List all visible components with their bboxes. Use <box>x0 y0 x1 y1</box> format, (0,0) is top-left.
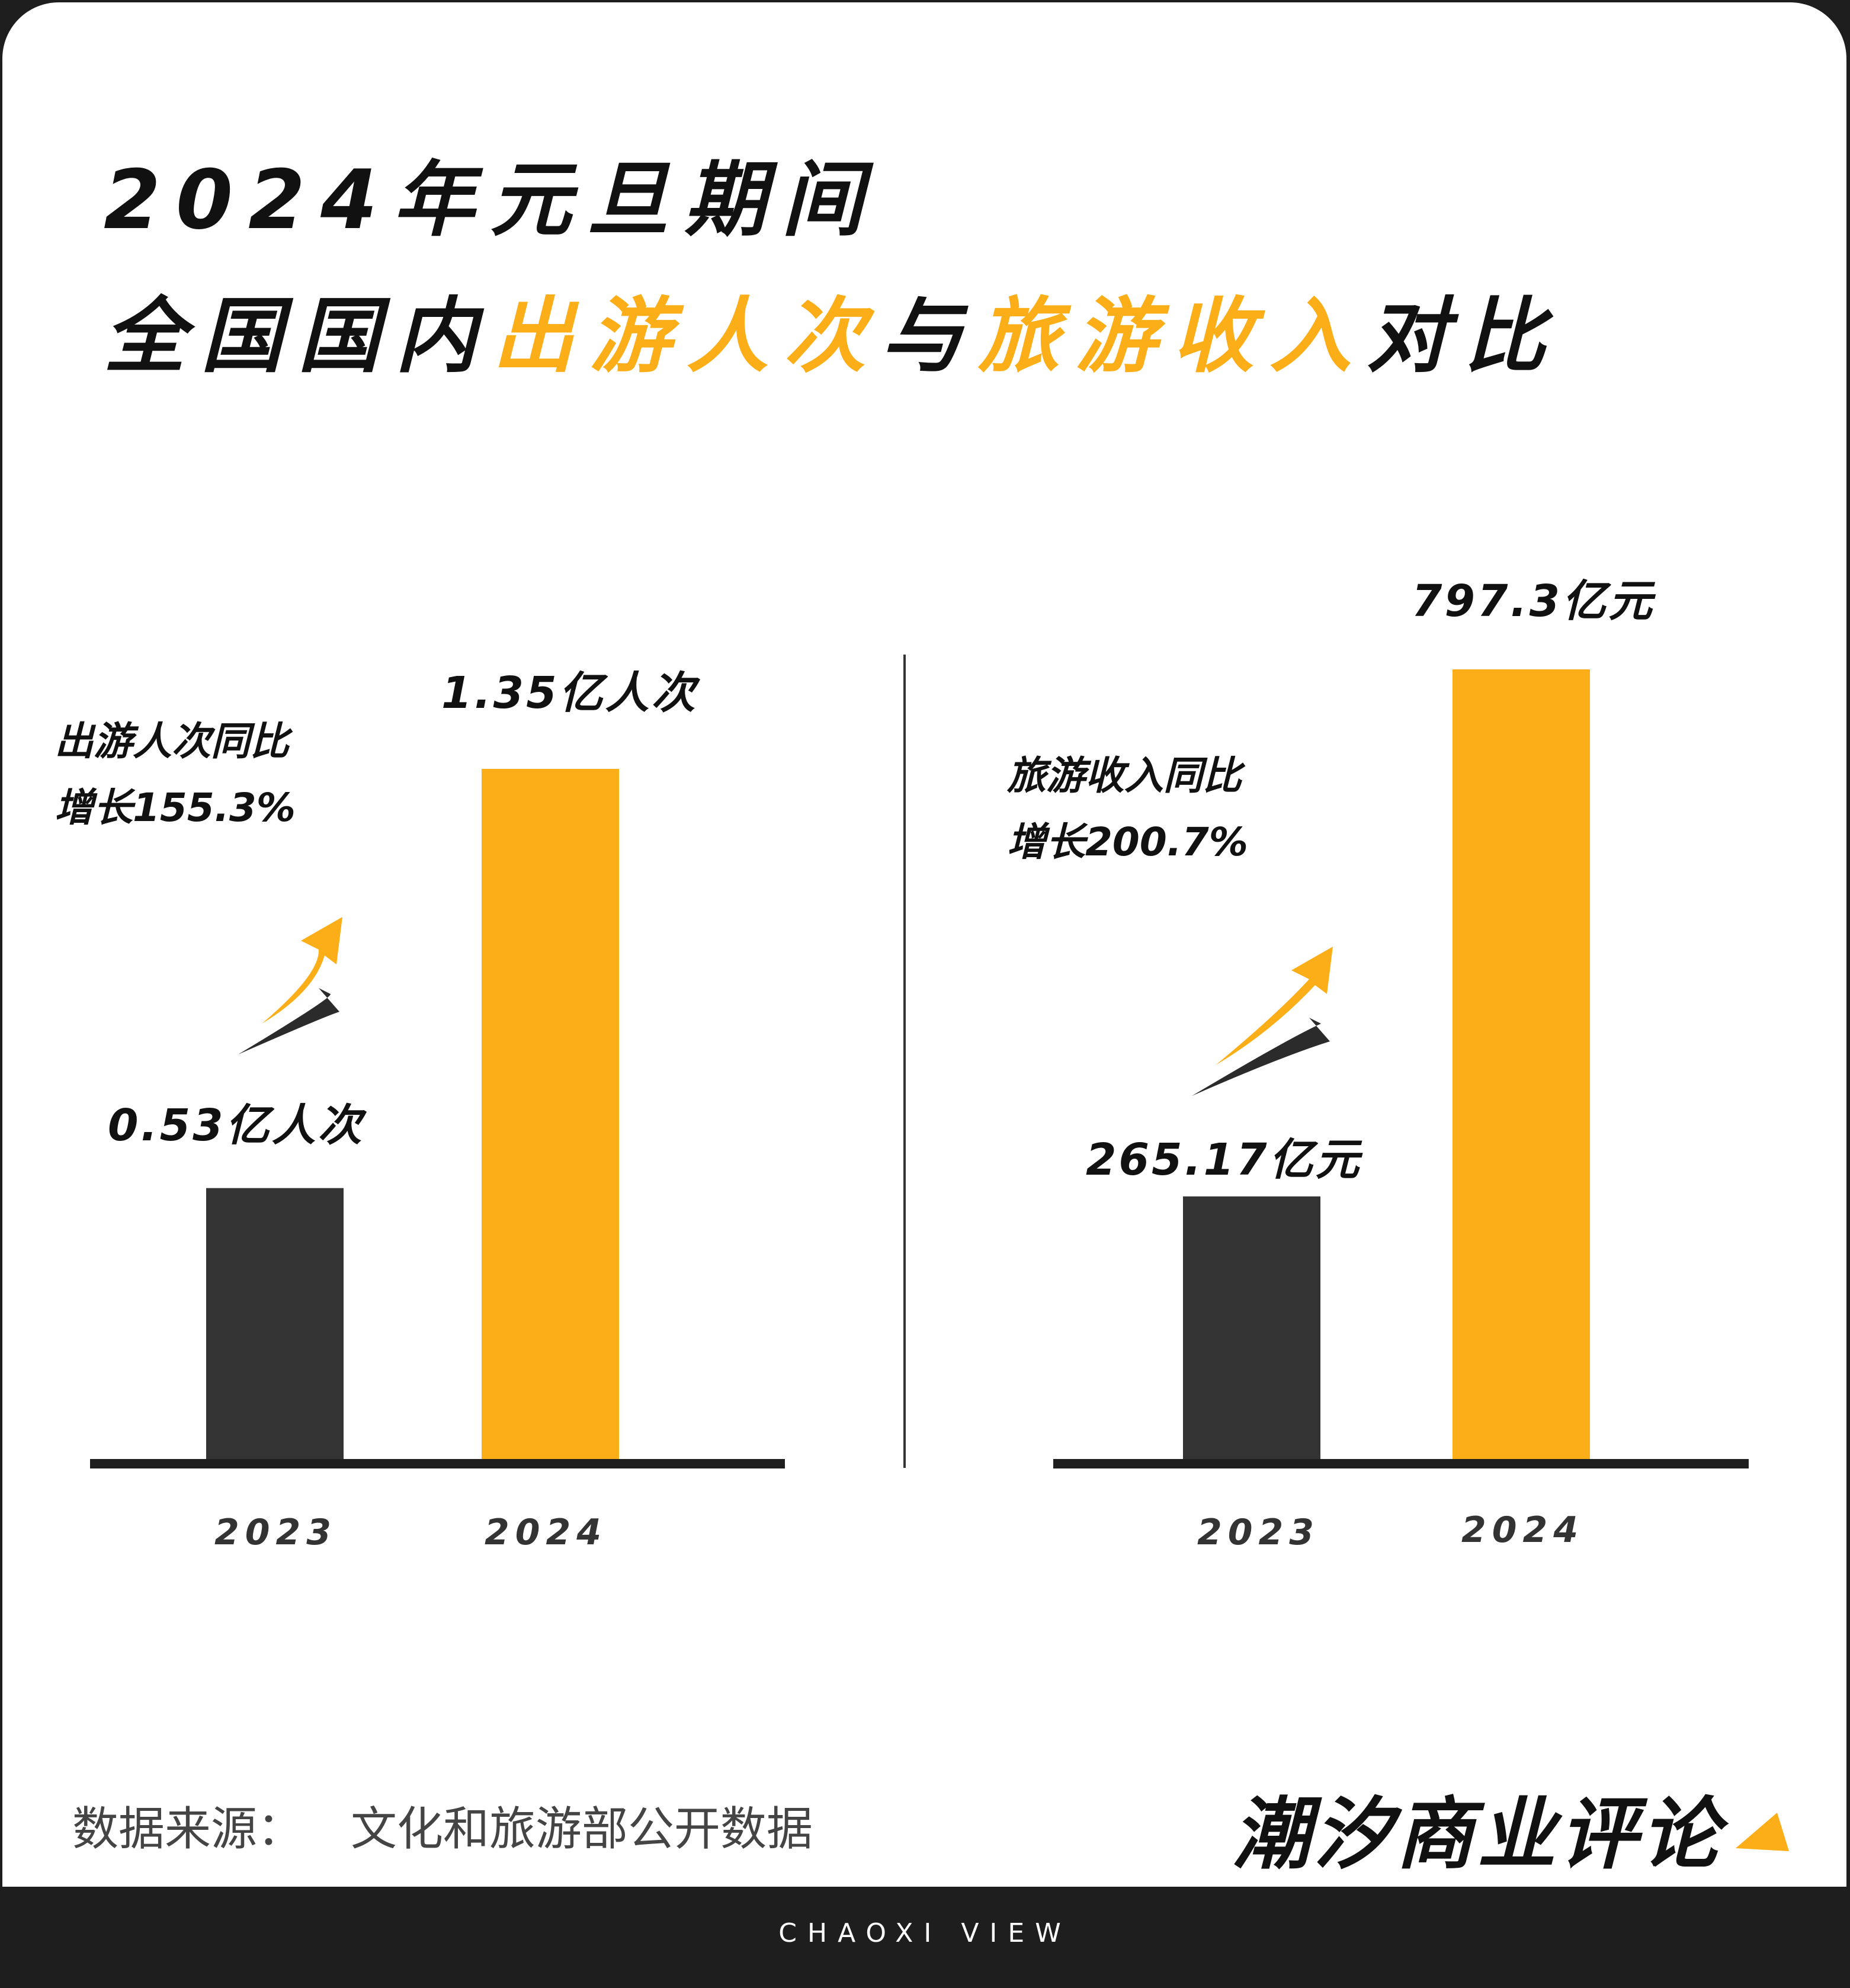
data-source: 数据来源： 文化和旅游部公开数据 <box>72 1792 813 1858</box>
trips-2023-year-label: 2023 <box>214 1512 337 1553</box>
revenue-2024-value-label: 797.3亿元 <box>1412 576 1655 627</box>
trips-bar-2023 <box>206 1188 344 1459</box>
revenue-growth-line-2: 增长200.7% <box>1007 819 1248 865</box>
revenue-growth-line-1: 旅游收入同比 <box>1007 753 1242 799</box>
title-highlight-trips: 出游人次 <box>492 288 881 384</box>
bottom-bar <box>0 1887 1850 1988</box>
trips-growth-arrow-shadow-icon <box>238 988 339 1054</box>
title-suffix: 对比 <box>1367 288 1562 384</box>
revenue-bar-2024 <box>1453 669 1590 1459</box>
title-connector: 与 <box>881 288 979 384</box>
trips-2023-value-label: 0.53亿人次 <box>108 1100 364 1151</box>
trips-growth-note: 出游人次同比 增长155.3% <box>54 708 296 841</box>
trips-bar-2024 <box>482 769 619 1459</box>
revenue-growth-arrow-icon <box>1216 947 1333 1065</box>
revenue-2024-year-label: 2024 <box>1461 1509 1584 1551</box>
revenue-growth-note: 旅游收入同比 增长200.7% <box>1007 743 1248 876</box>
brand-accent-icon <box>1736 1813 1789 1851</box>
brand-logo-cn: 潮汐商业评论 <box>1232 1789 1723 1880</box>
title-highlight-revenue: 旅游收入 <box>978 288 1367 384</box>
revenue-growth-arrow-shadow-icon <box>1192 1018 1330 1096</box>
trips-growth-line-2: 增长155.3% <box>54 785 296 831</box>
title-line-2: 全国国内出游人次与旅游收入对比 <box>104 270 1561 388</box>
trips-2024-year-label: 2024 <box>485 1512 607 1553</box>
title-line-1: 2024年元旦期间 <box>104 152 879 248</box>
brand-logo-en: CHAOXI VIEW <box>778 1918 1072 1948</box>
revenue-bar-2023 <box>1183 1196 1320 1459</box>
data-source-label: 数据来源： <box>72 1803 304 1856</box>
title-prefix: 全国国内 <box>104 288 493 384</box>
data-source-text: 文化和旅游部公开数据 <box>351 1803 813 1856</box>
revenue-2023-year-label: 2023 <box>1197 1512 1320 1553</box>
trips-growth-line-1: 出游人次同比 <box>54 719 289 764</box>
trips-2024-value-label: 1.35亿人次 <box>441 668 698 719</box>
revenue-2023-value-label: 265.17亿元 <box>1086 1134 1362 1185</box>
trips-growth-arrow-icon <box>262 917 342 1024</box>
